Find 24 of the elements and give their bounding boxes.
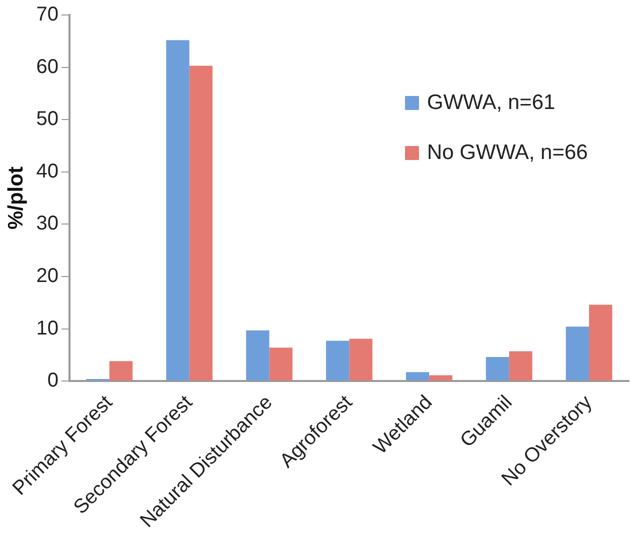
- bar: [246, 330, 270, 381]
- bar: [109, 361, 133, 381]
- bar: [509, 351, 532, 381]
- bar: [326, 340, 350, 381]
- y-tick-label: 0: [47, 370, 58, 392]
- bar: [566, 326, 590, 381]
- bar: [486, 356, 510, 381]
- legend-label: No GWWA, n=66: [427, 141, 588, 165]
- y-tick-label: 30: [36, 212, 58, 235]
- bar: [589, 304, 612, 381]
- y-tick-label: 40: [36, 160, 58, 182]
- y-tick-label: 10: [36, 317, 58, 340]
- bar: [406, 372, 430, 381]
- y-tick-label: 50: [36, 108, 58, 130]
- y-tick-label: 60: [36, 56, 58, 78]
- bar: [269, 348, 292, 381]
- bar: [429, 375, 452, 381]
- y-tick-label: 20: [36, 264, 58, 287]
- bar: [166, 40, 190, 381]
- y-axis-title: %/plot: [4, 166, 28, 230]
- y-tick-label: 70: [36, 4, 58, 26]
- legend-label: GWWA, n=61: [427, 91, 556, 115]
- bar: [349, 338, 372, 381]
- bar: [189, 66, 213, 381]
